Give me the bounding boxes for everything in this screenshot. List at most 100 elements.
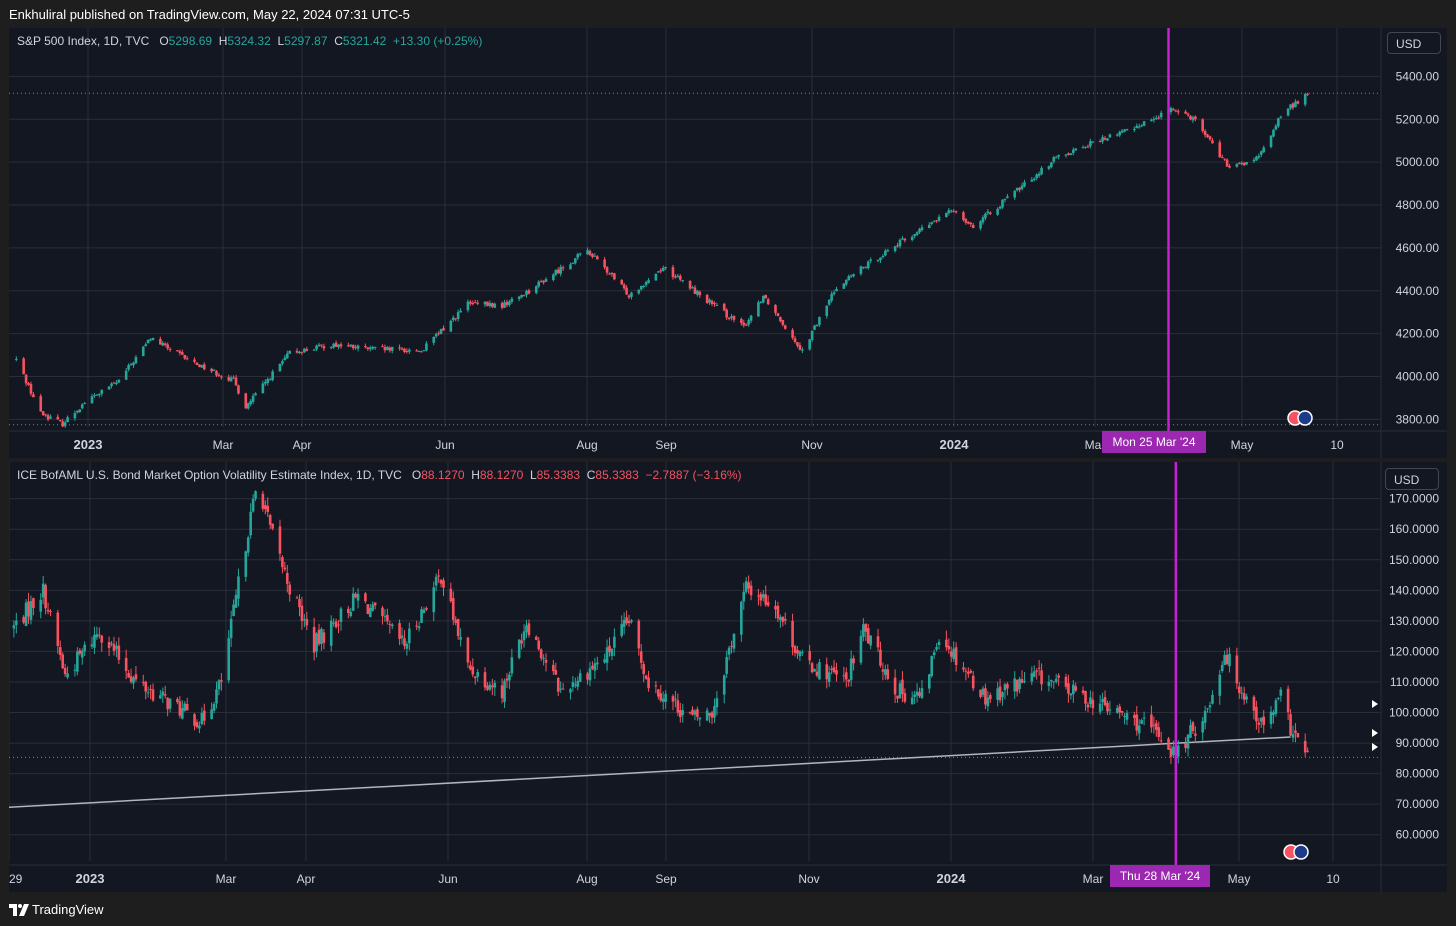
candle-body xyxy=(1152,119,1156,121)
currency-button[interactable]: USD xyxy=(1387,32,1441,54)
candle-body xyxy=(947,645,951,650)
candle-body xyxy=(237,385,240,394)
candle-body xyxy=(1186,113,1190,116)
us-flag-icon xyxy=(1293,844,1309,860)
candle-body xyxy=(657,689,660,697)
candle-body xyxy=(1003,684,1007,691)
candle-body xyxy=(1150,714,1153,728)
candle-body xyxy=(422,609,426,614)
candle-body xyxy=(1240,692,1244,694)
candle-body xyxy=(300,352,304,354)
candle-body xyxy=(1272,712,1275,715)
candle-body xyxy=(705,710,709,721)
candle-body xyxy=(305,349,309,351)
legend-open: 88.1270 xyxy=(421,468,465,482)
candle-body xyxy=(129,676,133,682)
candle-body xyxy=(469,301,472,304)
candle-body xyxy=(432,587,436,613)
legend-low-label: L xyxy=(529,468,537,482)
candle-body xyxy=(244,393,248,409)
candle-body xyxy=(1032,178,1036,180)
candle-body xyxy=(112,382,116,384)
candle-body xyxy=(166,697,169,710)
currency-button[interactable]: USD xyxy=(1385,468,1439,490)
candle-body xyxy=(671,267,675,278)
candle-body xyxy=(644,675,648,679)
candle-body xyxy=(1235,163,1239,167)
bond-volatility-chart-canvas[interactable]: 170.0000 160.0000 150.0000 140.0000 130.0000… xyxy=(9,462,1447,892)
candle-body xyxy=(913,234,916,237)
candle-body xyxy=(1123,715,1126,717)
candle-body xyxy=(1220,156,1224,158)
candle-body xyxy=(1069,693,1073,696)
candle-body xyxy=(986,211,990,214)
candle-body xyxy=(1225,654,1229,665)
price-axis: 5400.00 5200.00 5000.00 4800.00 4600.00 4400.… xyxy=(1396,69,1440,426)
candle-body xyxy=(896,245,899,247)
price-tick-label: 80.0000 xyxy=(1396,767,1440,781)
candle-body xyxy=(281,361,284,364)
candle-body xyxy=(288,350,292,354)
candle-body xyxy=(83,403,86,405)
candle-body xyxy=(381,346,384,348)
candle-body xyxy=(386,346,389,350)
candle-body xyxy=(300,605,304,621)
candle-body xyxy=(320,344,323,346)
candle-body xyxy=(278,526,282,554)
candle-body xyxy=(459,310,462,313)
time-tick-label: Nov xyxy=(798,872,819,886)
candle-body xyxy=(417,626,421,629)
candle-body xyxy=(1296,732,1300,738)
candle-body xyxy=(473,302,477,304)
candle-body xyxy=(1072,684,1075,695)
candle-body xyxy=(866,628,870,644)
price-tick-label: 60.0000 xyxy=(1396,828,1440,842)
candle-body xyxy=(832,292,836,295)
candle-body xyxy=(337,624,340,626)
candle-body xyxy=(24,374,28,384)
candle-body xyxy=(881,669,885,672)
time-tick-label: May xyxy=(1231,438,1254,452)
candle-body xyxy=(884,250,887,256)
candle-body xyxy=(571,682,575,687)
candle-body xyxy=(329,347,333,349)
candle-body xyxy=(356,593,360,601)
candle-body xyxy=(842,675,846,677)
candle-body xyxy=(852,658,855,664)
candle-body xyxy=(1259,717,1263,722)
candle-body xyxy=(698,291,702,296)
sp500-chart-pane[interactable]: 5400.00 5200.00 5000.00 4800.00 4600.00 4400.… xyxy=(9,28,1447,458)
candle-body xyxy=(1120,711,1124,713)
candle-body xyxy=(283,567,287,570)
candle-body xyxy=(163,343,167,345)
candle-body xyxy=(593,663,597,671)
candle-body xyxy=(334,621,338,628)
candle-body xyxy=(808,339,811,350)
candle-body xyxy=(884,669,887,676)
candle-body xyxy=(483,301,487,305)
candle-body xyxy=(110,383,113,387)
candle-body xyxy=(730,646,733,648)
candle-body xyxy=(747,320,750,325)
time-tick-label: Apr xyxy=(293,438,312,452)
candle-body xyxy=(195,722,199,728)
candle-body xyxy=(386,614,389,622)
candle-body xyxy=(110,643,113,645)
time-axis: 29 2023 Mar Apr Jun Aug Sep Nov 2024 Mar May 10 xyxy=(9,871,1340,886)
candle-body xyxy=(459,636,462,640)
price-tick-label: 5200.00 xyxy=(1396,112,1440,126)
candle-body xyxy=(161,691,165,696)
candle-body xyxy=(432,336,436,343)
bond-volatility-chart-pane[interactable]: 170.0000 160.0000 150.0000 140.0000 130.0000… xyxy=(9,462,1447,892)
candle-body xyxy=(249,511,252,536)
candle-body xyxy=(715,304,719,306)
candle-body xyxy=(227,377,230,381)
sp500-chart-canvas[interactable]: 5400.00 5200.00 5000.00 4800.00 4600.00 4400.… xyxy=(9,28,1447,458)
candle-body xyxy=(542,657,545,660)
candle-body xyxy=(1191,722,1195,732)
candle-body xyxy=(671,696,675,702)
time-tick-label: Aug xyxy=(576,438,597,452)
candle-body xyxy=(561,688,565,690)
candle-body xyxy=(534,286,538,293)
candle-body xyxy=(1245,162,1248,165)
